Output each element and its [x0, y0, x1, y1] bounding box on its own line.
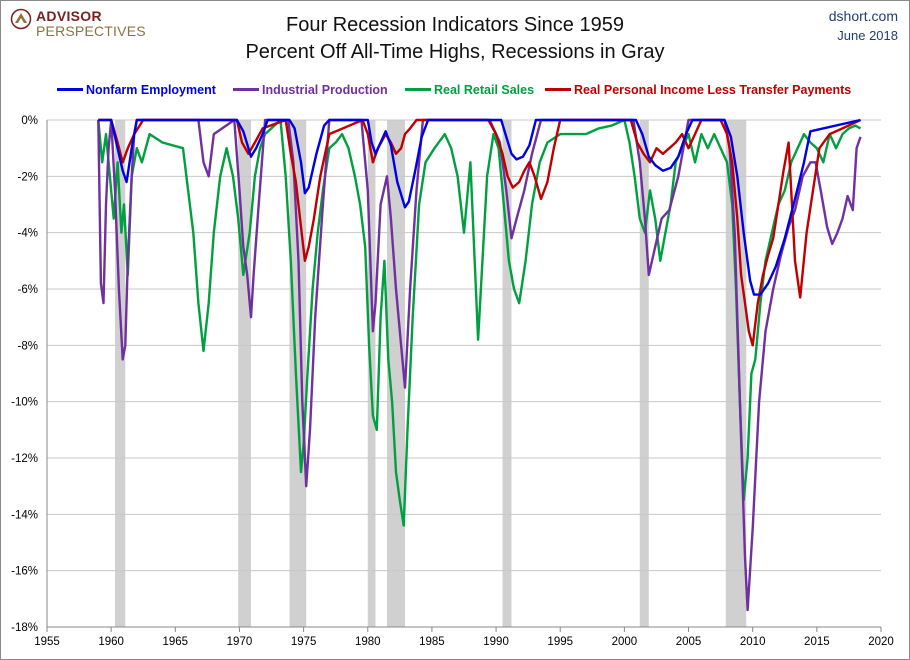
chart-title: Four Recession Indicators Since 1959 [286, 14, 624, 36]
legend-label: Real Personal Income Less Transfer Payme… [574, 83, 852, 97]
y-tick-label: -4% [18, 228, 38, 240]
y-tick-label: -6% [18, 284, 38, 296]
y-tick-label: 0% [21, 115, 38, 127]
logo-line2: PERSPECTIVES [36, 23, 146, 39]
legend-swatch [233, 88, 259, 92]
x-tick-label: 2005 [676, 636, 702, 648]
x-tick-label: 2010 [740, 636, 766, 648]
y-tick-label: -16% [11, 566, 38, 578]
y-tick-label: -2% [18, 171, 38, 183]
x-tick-label: 1975 [291, 636, 317, 648]
recession-band [725, 120, 747, 627]
x-tick-label: 1990 [483, 636, 509, 648]
recession-band [502, 120, 512, 627]
source-site: dshort.com [828, 8, 898, 24]
legend-label: Real Retail Sales [434, 83, 535, 97]
y-tick-label: -18% [11, 622, 38, 634]
x-tick-label: 1960 [98, 636, 124, 648]
series-line-nonfarm-employment [98, 118, 861, 296]
legend-label: Industrial Production [262, 83, 388, 97]
chart-subtitle: Percent Off All-Time Highs, Recessions i… [245, 41, 665, 63]
series-line-real-personal-income-less-transfer-payments [98, 118, 862, 347]
x-tick-label: 2000 [612, 636, 638, 648]
recession-band [639, 120, 649, 627]
x-tick-label: 1965 [163, 636, 189, 648]
chart-title-block: Four Recession Indicators Since 1959 Per… [180, 12, 730, 66]
x-tick-label: 1970 [227, 636, 253, 648]
chart-legend: Nonfarm Employment Industrial Production… [0, 83, 910, 101]
x-tick-label: 1995 [547, 636, 573, 648]
x-tick-label: 2020 [868, 636, 894, 648]
x-tick-label: 1980 [355, 636, 381, 648]
legend-swatch [545, 88, 571, 92]
legend-item-real-retail-sales: Real Retail Sales [405, 83, 534, 101]
x-tick-label: 1955 [34, 636, 60, 648]
logo-mark-icon [10, 8, 32, 30]
legend-item-nonfarm-employment: Nonfarm Employment [57, 83, 216, 101]
legend-swatch [405, 88, 431, 92]
legend-label: Nonfarm Employment [86, 83, 216, 97]
recession-band [289, 120, 307, 627]
advisor-perspectives-logo: ADVISOR PERSPECTIVES [10, 6, 160, 40]
legend-item-real-personal-income: Real Personal Income Less Transfer Payme… [545, 83, 851, 101]
y-tick-label: -8% [18, 340, 38, 352]
x-tick-label: 1985 [419, 636, 445, 648]
y-tick-label: -10% [11, 397, 38, 409]
series-line-industrial-production [97, 118, 862, 612]
recession-band [115, 120, 126, 627]
y-tick-label: -14% [11, 509, 38, 521]
source-block: dshort.com June 2018 [829, 7, 898, 45]
legend-item-industrial-production: Industrial Production [233, 83, 388, 101]
logo-line1: ADVISOR [36, 8, 102, 24]
legend-swatch [57, 88, 83, 92]
y-tick-label: -12% [11, 453, 38, 465]
source-date: June 2018 [837, 28, 898, 43]
x-tick-label: 2015 [804, 636, 830, 648]
